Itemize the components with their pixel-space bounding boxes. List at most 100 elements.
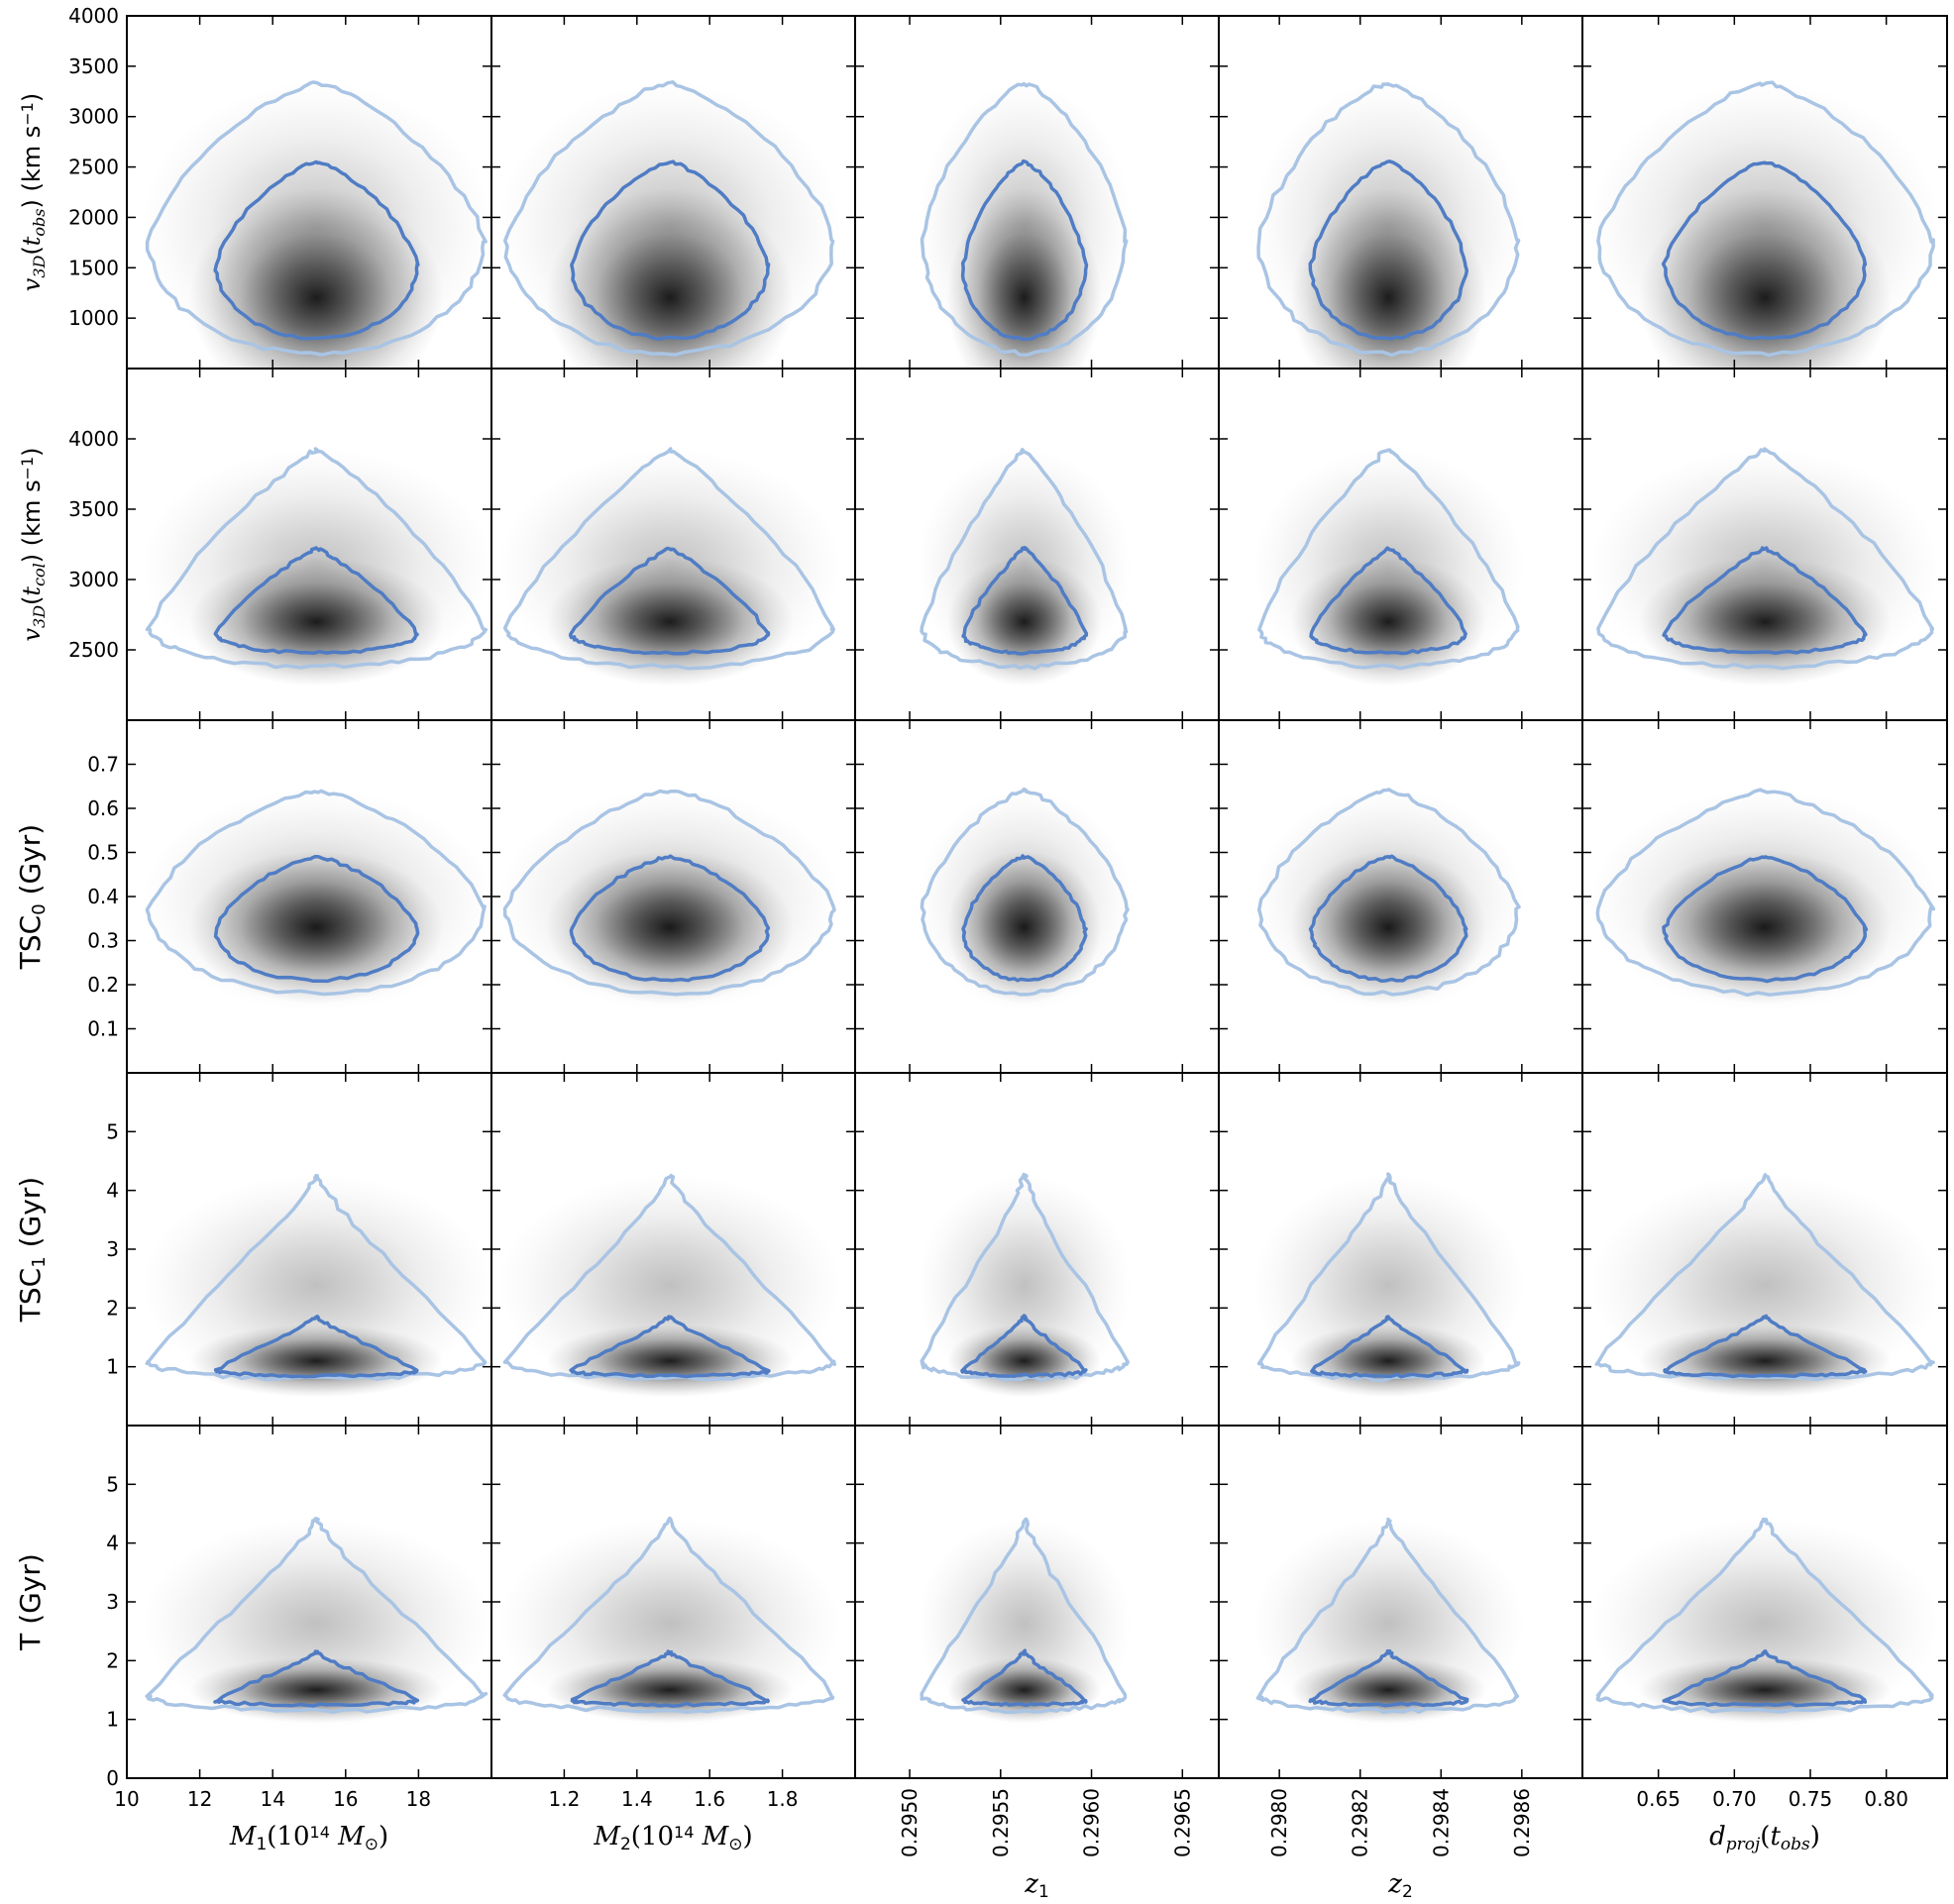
inner-contour <box>960 1314 1088 1379</box>
inner-contour <box>213 159 420 341</box>
inner-contour <box>961 1648 1088 1708</box>
inner-contour <box>1663 1314 1868 1379</box>
outer-contour <box>1596 447 1935 671</box>
density-core <box>1290 1323 1486 1398</box>
y-tick-label: 0.5 <box>87 841 119 865</box>
x-tick-label: 1.6 <box>694 1787 725 1811</box>
density-core <box>946 1656 1102 1724</box>
y-tick-label: 5 <box>106 1119 119 1143</box>
inner-contour <box>1308 854 1468 983</box>
x-tick-label: 0.65 <box>1636 1787 1681 1811</box>
panel-tsc0-z2 <box>1218 719 1583 1074</box>
outer-contour <box>1256 82 1521 358</box>
density-core <box>1638 1656 1892 1724</box>
density-core <box>545 1323 794 1398</box>
panel-tsc0-M2 <box>490 719 856 1074</box>
outer-contour <box>1595 1517 1934 1714</box>
panel-tsc0-z1 <box>854 719 1220 1074</box>
x-tick-label: 0.2980 <box>1267 1788 1291 1857</box>
density-core <box>1290 850 1486 1005</box>
x-axis-label-M2: M2(1014 M⊙) <box>593 1822 752 1854</box>
y-tick-label: 2 <box>106 1648 119 1672</box>
density-core <box>1638 850 1892 1005</box>
outer-contour <box>502 789 836 997</box>
outer-contour <box>502 1516 835 1714</box>
panel-tsc1-z1 <box>854 1072 1220 1427</box>
outer-contour <box>502 447 835 671</box>
y-tick-label: 1 <box>106 1355 119 1379</box>
y-tick-label: 3500 <box>68 497 119 521</box>
x-tick-label: 16 <box>333 1787 358 1811</box>
outer-contour <box>920 81 1129 358</box>
panel-v3d_col-z2 <box>1218 368 1583 721</box>
x-axis-label-z2: z2 <box>1387 1869 1413 1902</box>
panel-T-dproj <box>1581 1425 1948 1779</box>
panel-v3d_col-M2 <box>490 368 856 721</box>
y-tick-label: 4000 <box>68 427 119 451</box>
y-tick-label: 0.1 <box>87 1017 119 1041</box>
panel-T-M2 <box>490 1425 856 1779</box>
x-tick-label: 0.2960 <box>1080 1788 1104 1857</box>
panel-tsc0-dproj <box>1581 719 1948 1074</box>
x-tick-label: 0.2982 <box>1349 1788 1372 1857</box>
x-tick-label: 0.80 <box>1864 1787 1908 1811</box>
inner-contour <box>570 159 771 342</box>
y-tick-label: 4 <box>106 1532 119 1555</box>
density-core <box>545 1656 794 1724</box>
density-core <box>189 1656 444 1724</box>
inner-contour <box>213 1649 420 1708</box>
inner-contour <box>1662 855 1869 984</box>
y-tick-label: 2500 <box>68 156 119 179</box>
inner-contour <box>960 159 1089 342</box>
y-tick-label: 4000 <box>68 4 119 28</box>
outer-contour <box>1594 1173 1935 1382</box>
x-tick-label: 14 <box>260 1787 284 1811</box>
panel-v3d_obs-z1 <box>854 15 1220 370</box>
x-tick-label: 0.2955 <box>989 1788 1013 1857</box>
inner-contour <box>961 854 1088 983</box>
inner-contour <box>961 546 1089 656</box>
inner-contour <box>569 854 771 983</box>
outer-contour <box>145 1173 488 1382</box>
x-tick-label: 0.70 <box>1712 1787 1757 1811</box>
x-tick-label: 0.2950 <box>898 1788 922 1857</box>
outer-contour <box>1596 80 1935 358</box>
outer-contour <box>920 1517 1128 1715</box>
y-tick-label: 0.7 <box>87 753 119 777</box>
density-core <box>1290 1656 1486 1724</box>
x-tick-label: 18 <box>406 1787 431 1811</box>
outer-contour <box>145 80 488 357</box>
outer-contour <box>1256 788 1521 997</box>
inner-contour <box>1662 1648 1868 1708</box>
y-tick-label: 1 <box>106 1708 119 1732</box>
y-tick-label: 3 <box>106 1590 119 1614</box>
y-tick-label: 0 <box>106 1766 119 1790</box>
panel-v3d_col-dproj <box>1581 368 1948 721</box>
x-tick-label: 1.4 <box>621 1787 653 1811</box>
y-tick-label: 2000 <box>68 205 119 229</box>
panel-tsc0-M1 <box>126 719 492 1074</box>
outer-contour <box>1255 1517 1520 1715</box>
panel-T-z1 <box>854 1425 1220 1779</box>
inner-contour <box>213 854 420 984</box>
panel-v3d_obs-M1 <box>126 15 492 370</box>
outer-contour <box>502 80 835 357</box>
outer-contour <box>1257 448 1520 671</box>
y-tick-label: 3000 <box>68 105 119 129</box>
panel-v3d_obs-z2 <box>1218 15 1583 370</box>
y-tick-label: 1000 <box>68 306 119 330</box>
x-tick-label: 12 <box>187 1787 212 1811</box>
outer-contour <box>145 789 487 997</box>
x-tick-label: 0.2984 <box>1429 1788 1453 1857</box>
y-tick-label: 3000 <box>68 568 119 591</box>
panel-v3d_obs-dproj <box>1581 15 1948 370</box>
y-tick-label: 5 <box>106 1472 119 1496</box>
inner-contour <box>570 1649 770 1708</box>
density-core <box>1638 557 1892 687</box>
outer-contour <box>145 447 488 670</box>
y-tick-label: 0.6 <box>87 796 119 820</box>
panel-tsc1-dproj <box>1581 1072 1948 1427</box>
inner-contour <box>1310 1315 1469 1379</box>
x-tick-label: 0.2965 <box>1170 1788 1194 1857</box>
y-tick-label: 3500 <box>68 54 119 78</box>
